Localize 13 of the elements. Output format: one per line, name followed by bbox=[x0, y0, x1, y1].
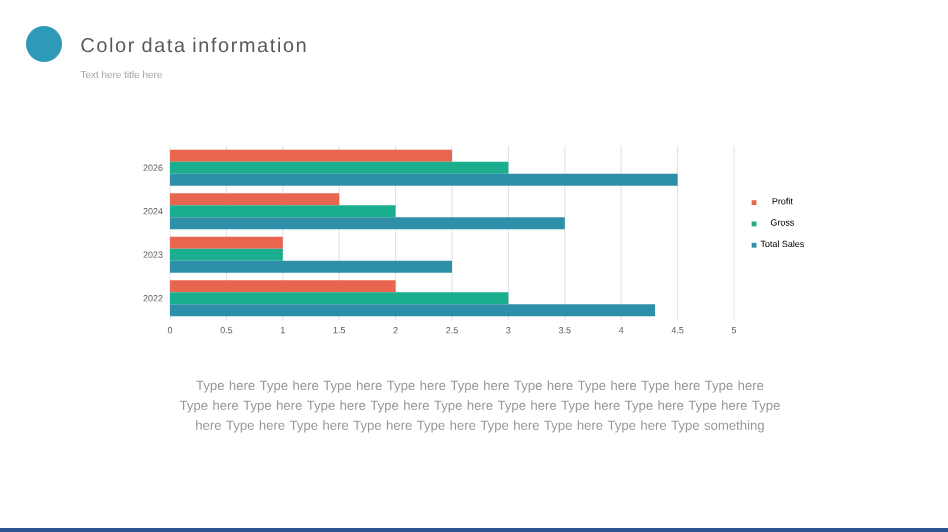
bar bbox=[170, 217, 565, 230]
bar bbox=[170, 205, 396, 218]
bar bbox=[170, 161, 509, 174]
bar bbox=[170, 173, 678, 186]
bar bbox=[170, 236, 283, 249]
bar bbox=[170, 193, 340, 206]
bar bbox=[170, 260, 452, 273]
bar bbox=[170, 248, 283, 261]
bar bbox=[170, 292, 509, 305]
bar bbox=[170, 280, 396, 293]
bar bbox=[170, 149, 452, 162]
bar bbox=[170, 304, 656, 317]
chart-title: Color data information bbox=[81, 37, 306, 53]
